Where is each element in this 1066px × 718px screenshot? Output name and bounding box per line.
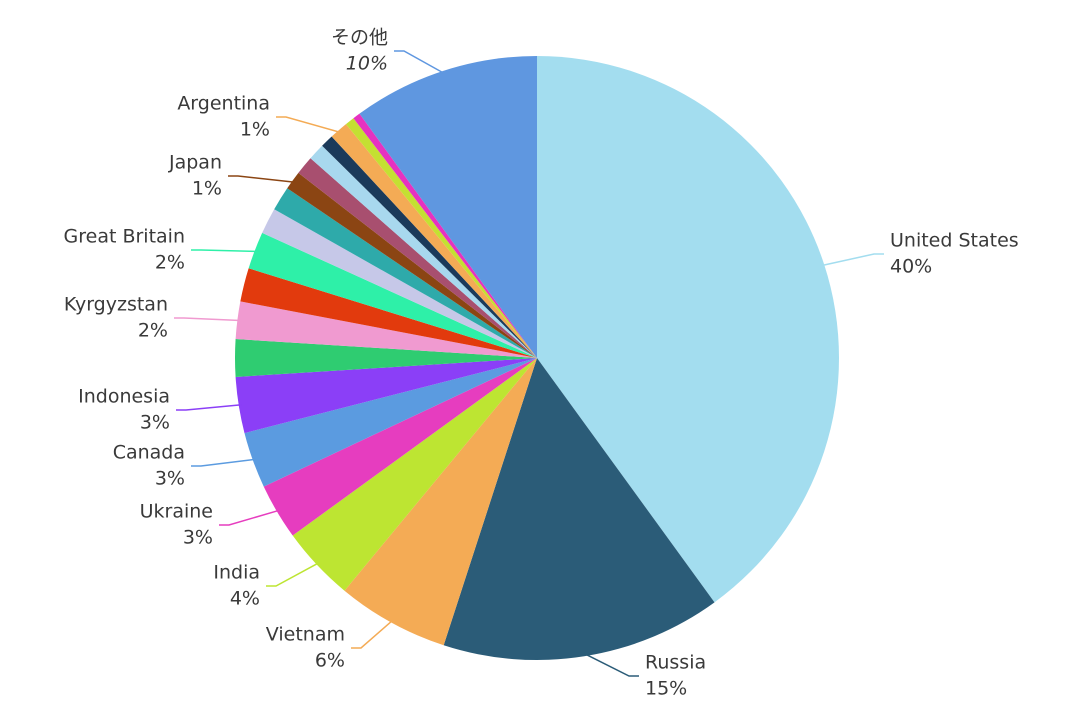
value-label: 3%: [183, 527, 213, 549]
pie-slice: [443, 358, 715, 660]
pie-slice: [235, 301, 537, 358]
slice-label: Argentina: [177, 93, 270, 115]
value-label: 2%: [138, 320, 168, 342]
pie-slice: [345, 118, 537, 358]
leader-line: [176, 404, 242, 411]
value-label: 40%: [890, 256, 932, 278]
slice-label: United States: [890, 230, 1019, 252]
pie-slice: [298, 158, 537, 358]
pie-slice: [244, 358, 537, 487]
slice-label: その他: [331, 27, 388, 49]
leader-line: [219, 509, 280, 526]
pie-slice: [287, 172, 537, 358]
pie-slice: [274, 188, 537, 358]
leader-line: [228, 175, 296, 183]
value-label: 4%: [230, 588, 260, 610]
pie-slice: [537, 56, 840, 603]
pie-slice: [359, 56, 537, 358]
leader-line: [276, 116, 341, 134]
pie-slice: [248, 232, 537, 358]
leader-line: [191, 249, 258, 253]
pie-slice: [353, 113, 537, 358]
leader-line: [174, 317, 241, 322]
value-label: 6%: [315, 650, 345, 672]
value-label: 15%: [645, 678, 687, 700]
leader-line: [821, 253, 884, 267]
leader-line: [351, 619, 394, 649]
pie-slice: [310, 145, 537, 358]
pie-slice: [322, 136, 537, 358]
leader-line: [394, 50, 445, 75]
slice-label: Indonesia: [78, 386, 170, 408]
slice-label: Kyrgyzstan: [64, 294, 168, 316]
pie-slice: [240, 268, 537, 358]
slice-label: Great Britain: [64, 226, 185, 248]
value-label: 2%: [155, 252, 185, 274]
pie-slice: [344, 358, 537, 646]
pie-slice: [331, 124, 537, 359]
slice-label: India: [213, 562, 260, 584]
slice-label: Russia: [645, 652, 706, 674]
value-label: 3%: [155, 468, 185, 490]
value-label: 1%: [192, 178, 222, 200]
slice-label: Canada: [113, 442, 185, 464]
pie-slice: [263, 358, 537, 536]
pie-slice: [235, 339, 538, 377]
slice-label: Japan: [168, 152, 222, 174]
slice-label: Ukraine: [140, 501, 213, 523]
slice-label: Vietnam: [266, 624, 345, 646]
value-label: 10%: [346, 53, 388, 75]
leader-line: [266, 562, 320, 587]
pie-slice: [235, 358, 537, 434]
value-label: 1%: [240, 119, 270, 141]
value-label: 3%: [140, 412, 170, 434]
pie-slice: [292, 358, 537, 591]
leader-line: [191, 458, 256, 467]
pie-slice: [262, 209, 537, 358]
leader-line: [583, 652, 639, 677]
